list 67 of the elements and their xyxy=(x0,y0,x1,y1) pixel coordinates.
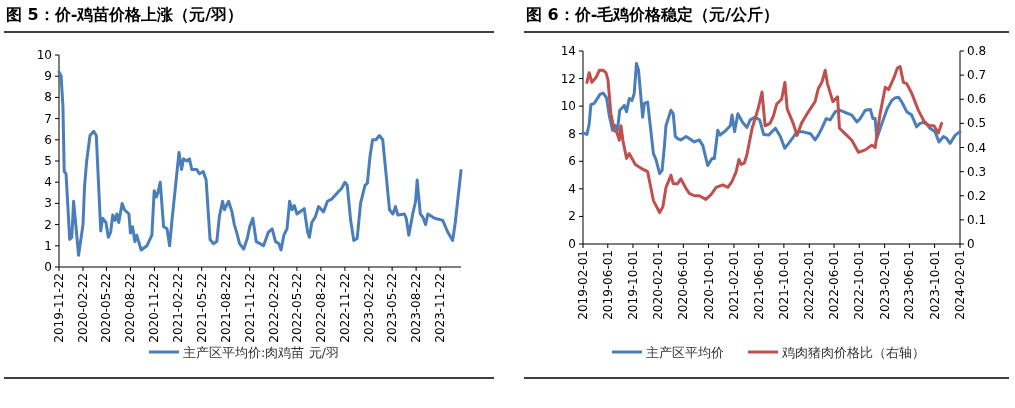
y-tick-label: 6 xyxy=(44,132,52,147)
x-tick-label: 2019-02-01 xyxy=(576,250,590,320)
y-tick-label: 2 xyxy=(44,217,52,232)
y-tick-label: 14 xyxy=(560,44,576,58)
y2-tick-label: 0.5 xyxy=(967,116,987,131)
x-tick-label: 2021-08-22 xyxy=(218,273,233,343)
x-tick-label: 2024-02-01 xyxy=(953,250,967,320)
y-tick-label: 10 xyxy=(36,48,52,62)
y2-tick-label: 0.1 xyxy=(967,212,987,227)
x-tick-label: 2020-05-22 xyxy=(99,273,114,343)
x-tick-label: 2021-02-22 xyxy=(171,273,186,343)
y-tick-label: 0 xyxy=(44,260,52,274)
y-tick-label: 10 xyxy=(560,99,576,114)
x-tick-label: 2022-06-01 xyxy=(827,250,842,320)
x-tick-label: 2023-05-22 xyxy=(385,273,400,343)
y-tick-label: 6 xyxy=(568,154,576,169)
x-tick-label: 2023-02-01 xyxy=(877,250,892,320)
x-tick-label: 2022-11-22 xyxy=(337,273,352,343)
x-tick-label: 2019-11-22 xyxy=(52,273,66,343)
x-tick-label: 2023-06-01 xyxy=(902,250,917,320)
x-tick-label: 2023-10-01 xyxy=(927,250,942,320)
legend: 主产区平均价:肉鸡苗 元/羽 xyxy=(149,345,339,360)
x-tick-label: 2019-06-01 xyxy=(600,250,615,320)
y-tick-label: 9 xyxy=(44,69,52,84)
y-tick-label: 0 xyxy=(568,237,576,251)
chart-title: 图 5：价-鸡苗价格上涨（元/羽） xyxy=(6,5,244,24)
y-tick-label: 4 xyxy=(568,181,576,196)
x-tick-label: 2019-10-01 xyxy=(625,250,640,320)
x-tick-label: 2022-08-22 xyxy=(313,273,328,343)
x-tick-label: 2023-08-22 xyxy=(409,273,424,343)
y2-tick-label: 0.2 xyxy=(967,188,987,203)
chart-title: 图 6：价-毛鸡价格稳定（元/公斤） xyxy=(526,5,780,24)
y-tick-label: 5 xyxy=(44,154,52,168)
x-tick-label: 2020-11-22 xyxy=(147,273,162,343)
y2-tick-label: 0.8 xyxy=(967,44,987,58)
x-tick-label: 2023-11-22 xyxy=(433,273,448,343)
x-tick-label: 2022-02-01 xyxy=(802,250,817,320)
legend-label: 主产区平均价 xyxy=(646,345,724,360)
x-tick-label: 2021-11-22 xyxy=(242,273,257,343)
x-tick-label: 2022-05-22 xyxy=(289,273,304,343)
x-tick-label: 2021-10-01 xyxy=(776,250,791,320)
legend-label: 鸡肉猪肉价格比（右轴） xyxy=(781,345,925,360)
y-tick-label: 8 xyxy=(44,90,52,105)
y-tick-label: 12 xyxy=(560,71,576,86)
y-tick-label: 4 xyxy=(44,175,52,190)
x-tick-label: 2021-02-01 xyxy=(726,250,741,320)
x-tick-label: 2020-02-01 xyxy=(651,250,666,320)
y2-tick-label: 0.3 xyxy=(967,164,987,179)
y-tick-label: 2 xyxy=(568,209,576,224)
y2-tick-label: 0.4 xyxy=(967,140,987,155)
y-tick-label: 7 xyxy=(44,111,52,126)
x-tick-label: 2020-10-01 xyxy=(701,250,716,320)
x-tick-label: 2020-02-22 xyxy=(76,273,90,343)
y2-tick-label: 0 xyxy=(967,237,975,251)
x-tick-label: 2023-02-22 xyxy=(361,273,376,343)
y2-tick-label: 0.7 xyxy=(967,68,987,83)
y-tick-label: 1 xyxy=(44,238,52,253)
x-tick-label: 2020-08-22 xyxy=(123,273,138,343)
x-tick-label: 2022-02-22 xyxy=(266,273,281,343)
x-tick-label: 2020-06-01 xyxy=(676,250,691,320)
x-tick-label: 2022-10-01 xyxy=(852,250,867,320)
legend-label: 主产区平均价:肉鸡苗 元/羽 xyxy=(183,345,339,360)
x-tick-label: 2021-06-01 xyxy=(751,250,766,320)
y-tick-label: 3 xyxy=(44,196,52,211)
x-tick-label: 2021-05-22 xyxy=(194,273,209,343)
y-tick-label: 8 xyxy=(568,126,576,141)
y2-tick-label: 0.6 xyxy=(967,92,987,107)
